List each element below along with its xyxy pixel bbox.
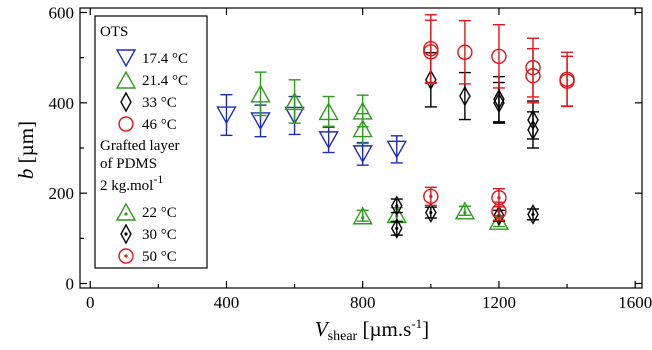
data-point [459,85,471,107]
data-point [491,48,507,65]
x-tick-label: 1200 [482,293,516,312]
legend-group2-title-line3: 2 kg.mol-1 [100,172,163,194]
data-point [527,203,539,225]
legend-marker [118,248,134,264]
legend-label: 50 °C [142,249,177,265]
data-point-center-dot [361,216,365,220]
series-30-C-group [390,195,540,239]
x-tick-label: 1600 [618,293,652,312]
legend-box [94,15,208,269]
y-axis-title: b [µm] [14,121,38,179]
legend-marker [115,202,137,221]
legend-marker [120,91,132,113]
data-point [250,84,271,103]
legend-marker-center-dot [124,232,128,236]
data-point [352,145,373,164]
x-axis-ticks: 0 400 800 1200 1600 [86,8,652,312]
data-point-center-dot [531,212,535,216]
data-point [423,188,439,205]
data-series [216,14,575,239]
data-point [491,203,507,219]
data-point [454,201,476,220]
data-point [352,206,373,225]
data-point [390,217,403,239]
legend-label: 33 °C [142,95,177,111]
legend-entries: 17.4 °C 21.4 °C 33 °C 46 °C 22 °C 30 °C 50 °C [115,49,188,265]
legend-marker-center-dot [124,212,128,216]
data-point [559,73,575,89]
series-46-C-group [423,14,575,108]
data-point-center-dot [395,214,399,218]
data-point [386,140,407,159]
data-point [318,131,339,150]
data-point-center-dot [497,196,501,200]
legend-marker-center-dot [124,254,128,258]
y-tick-label: 400 [49,94,75,113]
legend: OTS Grafted layer of PDMS 2 kg.mol-1 17.… [94,15,208,269]
y-axis-ticks: 0 200 400 600 [49,4,642,293]
data-point [527,119,539,141]
data-point-center-dot [463,211,467,215]
data-point [390,195,403,217]
series-33-C-group [424,52,540,149]
legend-label: 30 °C [142,227,177,243]
y-tick-label: 200 [49,184,75,203]
legend-marker [118,116,134,132]
data-point [284,92,305,111]
data-point [423,44,439,60]
data-point [425,202,437,224]
legend-marker [120,223,132,245]
data-point-center-dot [395,204,399,208]
data-point [318,101,339,121]
legend-label: 46 °C [142,117,177,133]
data-point [493,205,505,227]
data-point [457,44,473,60]
y-tick-label: 600 [49,4,75,23]
x-axis-title: Vshear [µm.s-1] [315,316,429,344]
legend-group2-title-line2: of PDMS [100,156,157,172]
legend-marker [115,70,137,89]
data-point [352,119,373,138]
data-point [493,92,505,114]
data-point-center-dot [429,194,433,198]
data-point-center-dot [395,226,399,230]
data-point [425,69,437,91]
legend-label: 22 °C [142,205,177,221]
x-tick-label: 800 [350,293,376,312]
legend-label: 17.4 °C [142,51,188,67]
series-17-4-C-group [216,94,407,166]
y-tick-label: 0 [66,274,75,293]
legend-label: 21.4 °C [142,73,188,89]
x-tick-label: 400 [214,293,240,312]
series-50-C-group [423,186,507,221]
data-point-center-dot [497,209,501,213]
series-21-4-C-group [250,71,373,145]
x-tick-label: 0 [86,293,95,312]
data-point [525,68,541,84]
legend-group2-title-line1: Grafted layer [100,138,180,154]
data-point-center-dot [429,210,433,215]
data-point [216,106,237,125]
legend-group1-title: OTS [100,24,128,40]
legend-marker [115,49,137,68]
